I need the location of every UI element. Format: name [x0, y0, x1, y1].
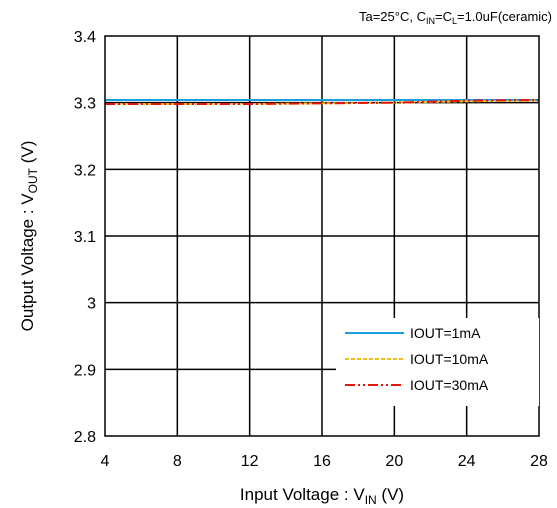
legend: IOUT=1mA IOUT=10mA IOUT=30mA [336, 318, 539, 406]
x-tick-labels: 4 8 12 16 20 24 28 [101, 453, 548, 470]
x-tick-label: 20 [385, 453, 403, 470]
y-tick-label: 3 [87, 296, 96, 313]
x-tick-label: 8 [173, 453, 182, 470]
x-tick-label: 12 [241, 453, 259, 470]
test-condition-label: Ta=25°C, CIN=CL=1.0uF(ceramic) [359, 9, 552, 26]
y-tick-label: 3.2 [74, 162, 96, 179]
y-tick-label: 3.1 [74, 229, 96, 246]
series-layer [105, 99, 540, 105]
y-tick-label: 3.3 [74, 96, 96, 113]
y-tick-label: 2.8 [74, 429, 96, 446]
legend-label: IOUT=30mA [410, 377, 489, 393]
y-tick-labels: 2.8 2.9 3 3.1 3.2 3.3 3.4 [74, 29, 96, 446]
legend-label: IOUT=10mA [410, 351, 489, 367]
x-tick-label: 24 [458, 453, 476, 470]
x-tick-label: 4 [101, 453, 110, 470]
legend-label: IOUT=1mA [410, 325, 481, 341]
y-axis-title: Output Voltage : VOUT (V) [18, 141, 40, 332]
x-tick-label: 28 [530, 453, 548, 470]
series-line-3 [105, 99, 540, 105]
y-tick-label: 3.4 [74, 29, 96, 46]
x-tick-label: 16 [313, 453, 331, 470]
x-axis-title: Input Voltage : VIN (V) [240, 485, 404, 507]
y-tick-label: 2.9 [74, 362, 96, 379]
plot-area-frame [104, 35, 540, 437]
